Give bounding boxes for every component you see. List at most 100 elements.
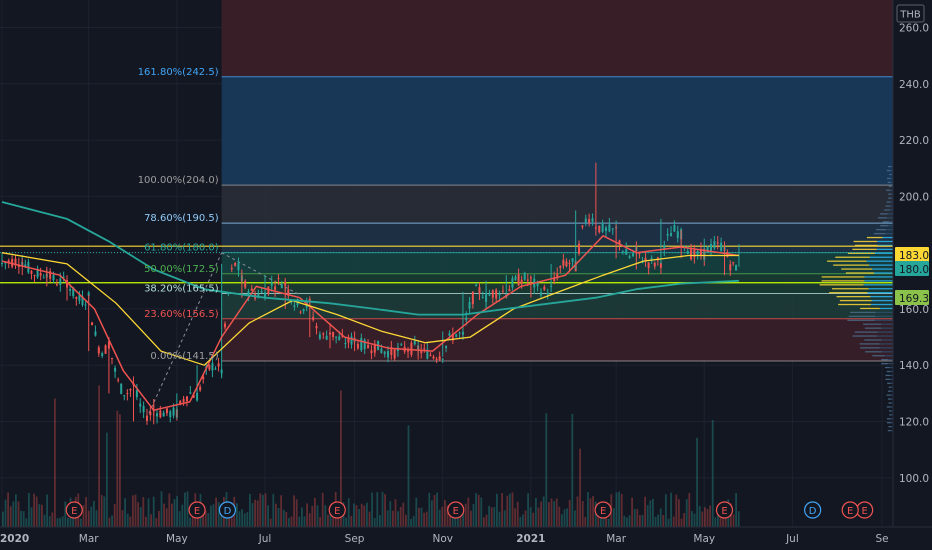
candle-body [471, 291, 474, 305]
volume-bar [522, 514, 524, 527]
volume-bar [28, 492, 30, 527]
volume-bar [132, 495, 134, 527]
volume-bar [54, 398, 56, 527]
candle-body [312, 316, 315, 320]
candle-body [526, 279, 529, 281]
volume-bar [425, 511, 428, 527]
candle-body [62, 276, 65, 278]
volume-bar [438, 509, 441, 527]
volume-profile-bar [835, 256, 870, 258]
volume-bar [574, 510, 576, 527]
volume-profile-bar [847, 252, 875, 254]
volume-bar [392, 510, 394, 527]
volume-bar [150, 514, 152, 527]
volume-bar [555, 498, 558, 527]
volume-bar [524, 510, 527, 527]
volume-bar [652, 498, 654, 527]
candle-body [145, 415, 148, 421]
candle-body [638, 251, 641, 255]
volume-bar [33, 493, 35, 527]
candle-body [611, 228, 614, 230]
volume-bar [641, 514, 644, 527]
volume-bar [80, 518, 82, 527]
candle-body [653, 263, 656, 267]
volume-bar [475, 493, 477, 527]
time-axis-bg [0, 527, 932, 550]
price-label-text: 169.3 [899, 293, 929, 305]
volume-profile-bar [827, 260, 867, 262]
time-axis[interactable]: 2020 Mar May Jul Sep Nov 2021 Mar May Jul Se [0, 526, 932, 550]
volume-profile [819, 165, 893, 432]
volume-bar [290, 516, 293, 527]
price-tick-label: 100.0 [899, 473, 929, 485]
volume-profile-bar [819, 284, 864, 286]
candle-body [517, 274, 520, 286]
candle-body [237, 262, 240, 271]
volume-bar [628, 515, 631, 527]
volume-bar [704, 507, 706, 527]
volume-bar [236, 503, 238, 527]
earnings-marker [841, 501, 859, 519]
volume-profile-bar [889, 205, 893, 207]
volume-bar [158, 510, 160, 527]
volume-bar [561, 514, 563, 527]
candle-body [650, 258, 653, 260]
candle-body [598, 225, 601, 233]
price-label-box [895, 247, 929, 262]
volume-profile-bar [876, 335, 893, 337]
candle-body [659, 262, 662, 268]
volume-profile-bar [832, 288, 869, 290]
earnings-marker-label: E [71, 506, 77, 517]
volume-bar [160, 491, 163, 527]
volume-bar [337, 512, 340, 527]
volume-profile-bar [864, 280, 893, 282]
volume-profile-bar [889, 173, 892, 176]
volume-profile-bar [888, 221, 893, 223]
volume-profile-bar [890, 390, 893, 392]
volume-bar [620, 493, 623, 527]
volume-bar [670, 492, 672, 527]
volume-profile-bar [885, 374, 890, 377]
volume-bar [407, 425, 410, 527]
volume-bar [480, 497, 483, 527]
volume-bar [301, 507, 303, 527]
candle-body [162, 412, 165, 417]
volume-profile-bar [884, 355, 893, 357]
volume-profile-bar [890, 429, 893, 432]
volume-bar [685, 499, 688, 527]
volume-bar [142, 497, 145, 527]
volume-bar [204, 510, 207, 527]
volume-bar [189, 517, 191, 527]
event-markers[interactable]: E E E E E E ED D E [65, 501, 874, 519]
candle-body [14, 258, 17, 266]
volume-bar [698, 505, 701, 527]
candle-body [696, 250, 699, 256]
volume-profile-bar [887, 390, 891, 392]
volume-bar [397, 511, 399, 527]
candle-body [30, 271, 33, 274]
volume-profile-bar [888, 193, 892, 195]
candle-body [114, 367, 117, 372]
volume-bar [321, 492, 324, 527]
candle-body [142, 405, 145, 413]
volume-profile-bar [880, 213, 888, 215]
volume-bar [41, 504, 43, 527]
volume-profile-bar [891, 410, 893, 412]
volume-profile-bar [886, 370, 891, 373]
volume-profile-bar [886, 418, 891, 420]
volume-bar [711, 419, 714, 527]
volume-bar [678, 499, 680, 527]
candle-body [686, 250, 689, 255]
candle-body [91, 322, 94, 326]
candle-body [182, 398, 185, 403]
volume-bar [113, 503, 116, 527]
candle-body [199, 386, 202, 391]
volume-profile-bar [887, 181, 891, 184]
volume-bar [277, 508, 280, 527]
fib-zone [221, 293, 894, 319]
candle-body [673, 225, 676, 232]
candle-body [520, 279, 523, 285]
volume-profile-bar [874, 319, 893, 321]
price-tick-label: 120.0 [899, 417, 929, 429]
